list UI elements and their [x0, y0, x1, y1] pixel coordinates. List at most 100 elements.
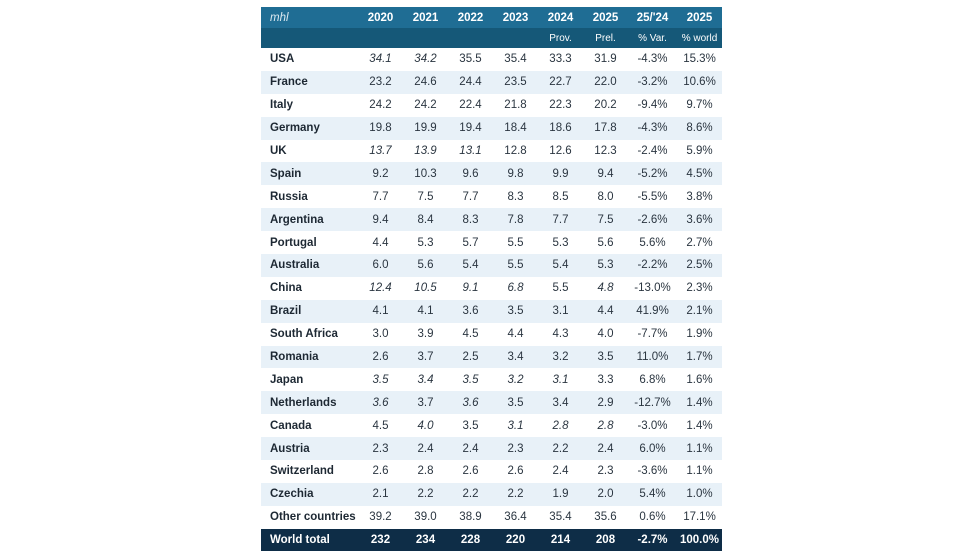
data-cell: 21.8 — [493, 93, 538, 117]
country-name: Portugal — [261, 231, 358, 255]
country-name: Switzerland — [261, 460, 358, 483]
unit-label: mhl — [261, 7, 358, 28]
data-cell: 9.4 — [583, 162, 628, 186]
total-cell: 208 — [583, 528, 628, 551]
data-cell: -4.3% — [628, 48, 677, 71]
data-cell: 2.3 — [493, 437, 538, 461]
subheader-row: Prov. Prel. % Var. % world — [261, 28, 722, 48]
data-cell: 31.9 — [583, 48, 628, 71]
data-cell: 8.3 — [448, 208, 493, 232]
data-cell: 22.0 — [583, 70, 628, 94]
table-row: China 12.4 10.5 9.1 6.8 5.5 4.8 -13.0% 2.3% — [261, 276, 722, 300]
data-cell: 8.5 — [538, 185, 583, 209]
data-cell: 13.9 — [403, 139, 448, 163]
country-name: Italy — [261, 93, 358, 117]
country-name: France — [261, 70, 358, 94]
data-cell: 7.7 — [448, 185, 493, 209]
data-cell: 10.3 — [403, 162, 448, 186]
data-cell: 8.6% — [677, 116, 722, 140]
column-header: 2025 — [677, 7, 722, 28]
data-cell: 2.3% — [677, 276, 722, 300]
data-cell: 39.2 — [358, 505, 403, 529]
column-header: 25/'24 — [628, 7, 677, 28]
column-header: 2024 — [538, 7, 583, 28]
data-cell: 3.4 — [493, 345, 538, 369]
table-row: USA 34.1 34.2 35.5 35.4 33.3 31.9 -4.3% 15.3% — [261, 48, 722, 71]
data-cell: 2.4 — [583, 437, 628, 461]
data-cell: 3.7 — [403, 391, 448, 415]
data-cell: 19.8 — [358, 116, 403, 140]
country-name: Romania — [261, 345, 358, 369]
data-cell: -2.4% — [628, 139, 677, 163]
data-cell: 10.5 — [403, 276, 448, 300]
total-cell: -2.7% — [628, 528, 677, 551]
data-cell: 35.4 — [538, 505, 583, 529]
data-cell: 9.6 — [448, 162, 493, 186]
data-cell: 6.8 — [493, 276, 538, 300]
total-cell: 232 — [358, 528, 403, 551]
data-cell: 3.1 — [493, 414, 538, 438]
data-cell: 4.3 — [538, 322, 583, 346]
data-cell: 4.4 — [493, 322, 538, 346]
total-label: World total — [261, 528, 358, 551]
country-name: Austria — [261, 437, 358, 461]
data-cell: 24.2 — [358, 93, 403, 117]
country-name: Russia — [261, 185, 358, 209]
data-cell: 5.9% — [677, 139, 722, 163]
data-cell: 1.1% — [677, 460, 722, 483]
data-cell: 3.6 — [448, 299, 493, 323]
column-header: 2025 — [583, 7, 628, 28]
data-cell: 5.5 — [493, 231, 538, 255]
column-subheader: Prel. — [583, 28, 628, 48]
data-cell: 35.4 — [493, 48, 538, 71]
country-name: Netherlands — [261, 391, 358, 415]
data-cell: 2.6 — [358, 345, 403, 369]
data-cell: 2.3 — [358, 437, 403, 461]
data-cell: 3.1 — [538, 368, 583, 392]
data-cell: 34.1 — [358, 48, 403, 71]
table-row: Switzerland 2.6 2.8 2.6 2.6 2.4 2.3 -3.6% 1.1% — [261, 460, 722, 483]
data-cell: 5.4 — [448, 254, 493, 277]
data-cell: 34.2 — [403, 48, 448, 71]
total-cell: 228 — [448, 528, 493, 551]
column-subheader — [448, 28, 493, 48]
table-row: South Africa 3.0 3.9 4.5 4.4 4.3 4.0 -7.7% 1.9% — [261, 322, 722, 346]
data-cell: 12.6 — [538, 139, 583, 163]
data-cell: 4.1 — [403, 299, 448, 323]
data-cell: 24.2 — [403, 93, 448, 117]
data-cell: 22.3 — [538, 93, 583, 117]
data-cell: 13.7 — [358, 139, 403, 163]
data-cell: 3.5 — [493, 299, 538, 323]
table-row: France 23.2 24.6 24.4 23.5 22.7 22.0 -3.2% 10.6% — [261, 70, 722, 94]
data-cell: 7.8 — [493, 208, 538, 232]
country-name: Other countries — [261, 505, 358, 529]
data-cell: 39.0 — [403, 505, 448, 529]
data-cell: 9.9 — [538, 162, 583, 186]
table-row: Other countries 39.2 39.0 38.9 36.4 35.4 35.6 0… — [261, 505, 722, 529]
data-cell: 1.6% — [677, 368, 722, 392]
data-cell: 1.4% — [677, 414, 722, 438]
data-cell: 5.7 — [448, 231, 493, 255]
column-subheader — [261, 28, 358, 48]
data-cell: 22.4 — [448, 93, 493, 117]
data-cell: 3.8% — [677, 185, 722, 209]
data-cell: 2.5% — [677, 254, 722, 277]
data-cell: 24.6 — [403, 70, 448, 94]
data-cell: 2.7% — [677, 231, 722, 255]
data-cell: 3.5 — [448, 414, 493, 438]
column-header: 2023 — [493, 7, 538, 28]
country-name: Spain — [261, 162, 358, 186]
table-row: Australia 6.0 5.6 5.4 5.5 5.4 5.3 -2.2% 2.5% — [261, 254, 722, 277]
data-cell: -4.3% — [628, 116, 677, 140]
data-cell: 24.4 — [448, 70, 493, 94]
data-cell: 5.5 — [538, 276, 583, 300]
data-cell: 15.3% — [677, 48, 722, 71]
total-row: World total 232 234 228 220 214 208 -2.7… — [261, 528, 722, 551]
table-row: Italy 24.2 24.2 22.4 21.8 22.3 20.2 -9.4% 9.7% — [261, 93, 722, 117]
data-cell: 4.0 — [403, 414, 448, 438]
data-cell: 1.7% — [677, 345, 722, 369]
table-row: Romania 2.6 3.7 2.5 3.4 3.2 3.5 11.0% 1.7% — [261, 345, 722, 369]
data-cell: 4.1 — [358, 299, 403, 323]
data-cell: 3.1 — [538, 299, 583, 323]
data-cell: 3.2 — [538, 345, 583, 369]
